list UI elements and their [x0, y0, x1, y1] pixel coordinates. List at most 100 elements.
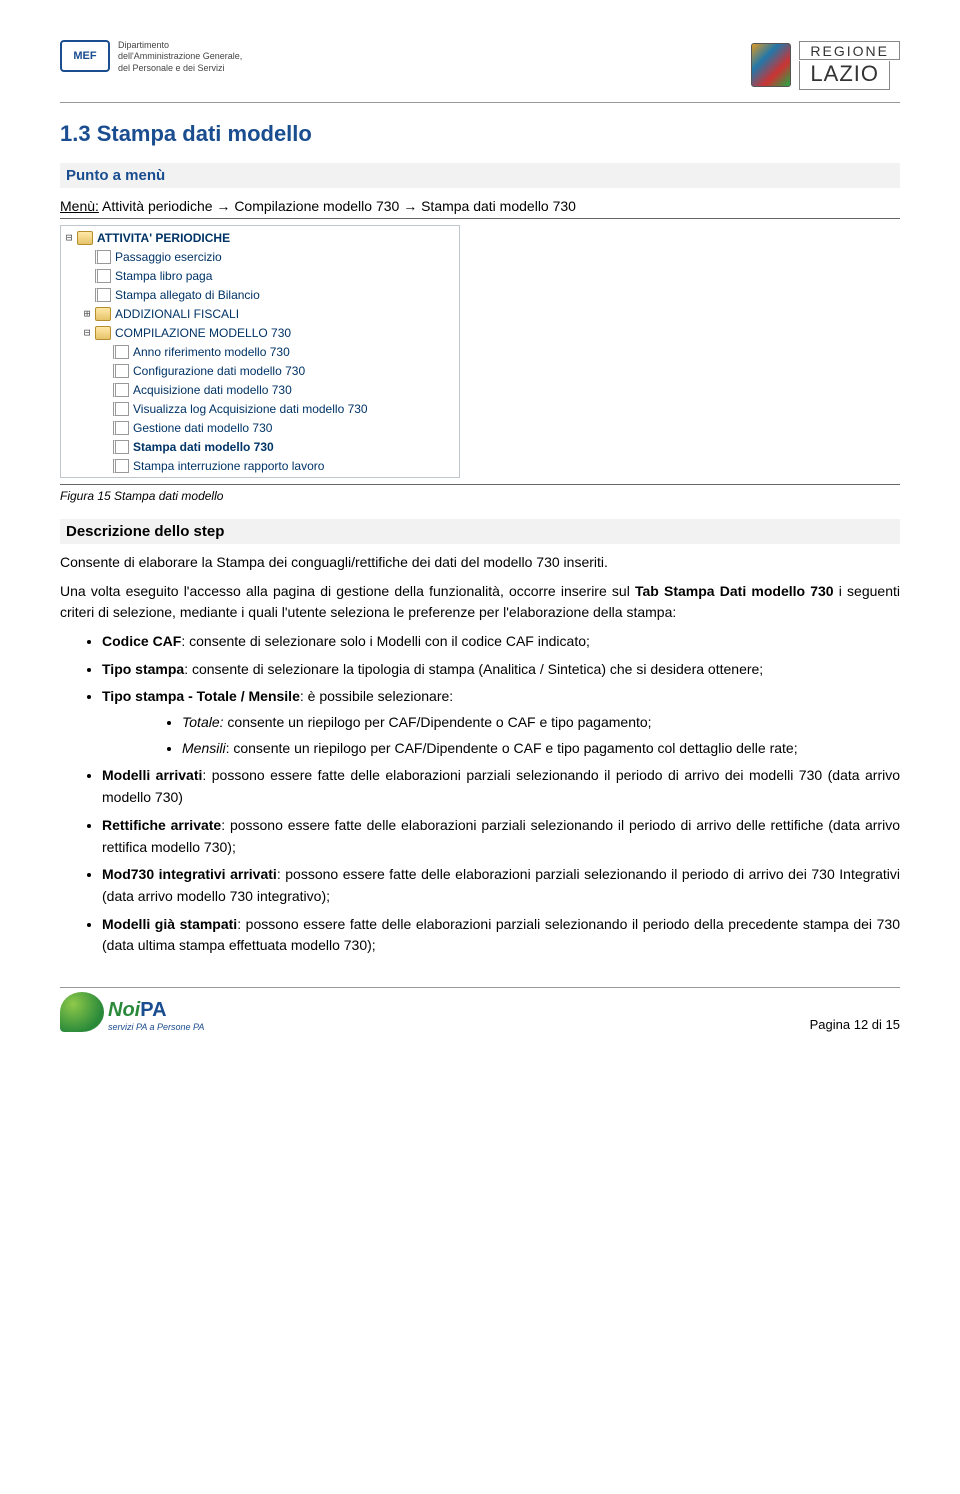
bullet-item: Modelli già stampati: possono essere fat…: [102, 914, 900, 957]
page-container: MEF Dipartimento dell'Amministrazione Ge…: [0, 0, 960, 1052]
bullet-label: Rettifiche arrivate: [102, 817, 221, 833]
figure-caption: Figura 15 Stampa dati modello: [60, 489, 900, 503]
bullet-text: : consente di selezionare la tipologia d…: [184, 661, 763, 677]
lazio-bot: LAZIO: [799, 61, 890, 90]
menu-prefix: Menù:: [60, 198, 99, 214]
mef-line3: del Personale e dei Servizi: [118, 63, 242, 74]
descrizione-step-label: Descrizione dello step: [60, 519, 900, 544]
header-separator: [60, 102, 900, 103]
sub-bullet-list: Totale: consente un riepilogo per CAF/Di…: [102, 712, 900, 759]
p2-part-b: Tab Stampa Dati modello 730: [635, 583, 834, 599]
sub-bullet-item: Mensili: consente un riepilogo per CAF/D…: [182, 738, 900, 760]
bullet-item: Modelli arrivati: possono essere fatte d…: [102, 765, 900, 808]
page-icon: [113, 440, 129, 454]
noipa-logo: NoiPA servizi PA a Persone PA: [60, 992, 204, 1032]
bullet-label: Codice CAF: [102, 633, 181, 649]
descrizione-step: Descrizione dello step: [60, 519, 900, 544]
noipa-sub: servizi PA a Persone PA: [108, 1022, 204, 1032]
tree-item-label: Stampa dati modello 730: [133, 440, 274, 454]
tree-item[interactable]: Anno riferimento modello 730: [61, 342, 459, 361]
tree-item-selected[interactable]: Stampa dati modello 730: [61, 437, 459, 456]
bullet-label: Tipo stampa: [102, 661, 184, 677]
page-icon: [113, 364, 129, 378]
tree-root-label: ATTIVITA' PERIODICHE: [97, 231, 230, 245]
bullet-item: Mod730 integrativi arrivati: possono ess…: [102, 864, 900, 907]
sub-bullet-text: consente un riepilogo per CAF/Dipendente…: [224, 714, 652, 730]
regione-lazio-logo: REGIONE LAZIO: [751, 40, 900, 90]
tree-item[interactable]: Stampa interruzione rapporto lavoro: [61, 456, 459, 475]
tree-item[interactable]: Configurazione dati modello 730: [61, 361, 459, 380]
noipa-pa: PA: [140, 999, 166, 1021]
mef-logo-block: MEF Dipartimento dell'Amministrazione Ge…: [60, 40, 242, 74]
collapse-icon[interactable]: ⊟: [61, 231, 77, 244]
tree-item-label: Passaggio esercizio: [115, 250, 222, 264]
bullet-item: Codice CAF: consente di selezionare solo…: [102, 631, 900, 653]
tree-item[interactable]: Visualizza log Acquisizione dati modello…: [61, 399, 459, 418]
header-logos: MEF Dipartimento dell'Amministrazione Ge…: [60, 40, 900, 90]
bullet-text: : consente di selezionare solo i Modelli…: [181, 633, 590, 649]
mef-line1: Dipartimento: [118, 40, 242, 51]
page-icon: [113, 421, 129, 435]
menu-separator-top: [60, 218, 900, 219]
tree-item-label: Stampa interruzione rapporto lavoro: [133, 459, 324, 473]
tree-item-label: Visualizza log Acquisizione dati modello…: [133, 402, 368, 416]
tree-item-label: Acquisizione dati modello 730: [133, 383, 292, 397]
bullet-label: Mod730 integrativi arrivati: [102, 866, 277, 882]
page-icon: [95, 250, 111, 264]
mef-logo-text: Dipartimento dell'Amministrazione Genera…: [118, 40, 242, 74]
paragraph-2: Una volta eseguito l'accesso alla pagina…: [60, 581, 900, 623]
tree-item-label: Gestione dati modello 730: [133, 421, 272, 435]
bullet-item: Rettifiche arrivate: possono essere fatt…: [102, 815, 900, 858]
bullet-item: Tipo stampa - Totale / Mensile: è possib…: [102, 686, 900, 759]
collapse-icon[interactable]: ⊟: [79, 326, 95, 339]
menu-text: Attività periodiche → Compilazione model…: [99, 198, 576, 214]
bullet-text: : possono essere fatte delle elaborazion…: [102, 817, 900, 855]
tree-folder-label: ADDIZIONALI FISCALI: [115, 307, 239, 321]
lazio-top: REGIONE: [799, 41, 900, 60]
tree-item-label: Stampa allegato di Bilancio: [115, 288, 260, 302]
tree-item-label: Configurazione dati modello 730: [133, 364, 305, 378]
punto-a-menu-label: Punto a menù: [60, 163, 900, 188]
tree-item[interactable]: Gestione dati modello 730: [61, 418, 459, 437]
noipa-text-block: NoiPA servizi PA a Persone PA: [108, 999, 204, 1032]
page-number: Pagina 12 di 15: [810, 1017, 900, 1032]
folder-open-icon: [77, 231, 93, 245]
bullet-text: : possono essere fatte delle elaborazion…: [102, 767, 900, 805]
menu-path: Menù: Attività periodiche → Compilazione…: [60, 198, 900, 214]
tree-item-label: Stampa libro paga: [115, 269, 212, 283]
tree-item[interactable]: Acquisizione dati modello 730: [61, 380, 459, 399]
nav-tree: ⊟ ATTIVITA' PERIODICHE Passaggio eserciz…: [60, 225, 460, 478]
tree-folder[interactable]: ⊞ ADDIZIONALI FISCALI: [61, 304, 459, 323]
bullet-text: : è possibile selezionare:: [300, 688, 453, 704]
lazio-text: REGIONE LAZIO: [799, 40, 900, 90]
tree-item[interactable]: Passaggio esercizio: [61, 247, 459, 266]
folder-open-icon: [95, 326, 111, 340]
mef-line2: dell'Amministrazione Generale,: [118, 51, 242, 62]
step-body: Consente di elaborare la Stampa dei cong…: [60, 552, 900, 957]
tree-folder-label: COMPILAZIONE MODELLO 730: [115, 326, 291, 340]
sub-bullet-label: Totale:: [182, 714, 224, 730]
page-icon: [113, 402, 129, 416]
page-icon: [113, 345, 129, 359]
sub-bullet-text: : consente un riepilogo per CAF/Dipenden…: [226, 740, 798, 756]
bullet-label: Modelli già stampati: [102, 916, 237, 932]
tree-item[interactable]: Stampa allegato di Bilancio: [61, 285, 459, 304]
page-title: 1.3 Stampa dati modello: [60, 121, 900, 147]
mef-logo-icon: MEF: [60, 40, 110, 72]
paragraph-1: Consente di elaborare la Stampa dei cong…: [60, 552, 900, 573]
tree-item-label: Anno riferimento modello 730: [133, 345, 290, 359]
tree-item[interactable]: Stampa libro paga: [61, 266, 459, 285]
page-icon: [113, 459, 129, 473]
page-footer: NoiPA servizi PA a Persone PA Pagina 12 …: [60, 987, 900, 1032]
fig-separator: [60, 484, 900, 485]
bullet-item: Tipo stampa: consente di selezionare la …: [102, 659, 900, 681]
p2-part-a: Una volta eseguito l'accesso alla pagina…: [60, 583, 635, 599]
page-icon: [113, 383, 129, 397]
page-icon: [95, 269, 111, 283]
noipa-leaf-icon: [60, 992, 104, 1032]
lazio-crest-icon: [751, 43, 791, 87]
tree-root[interactable]: ⊟ ATTIVITA' PERIODICHE: [61, 228, 459, 247]
expand-icon[interactable]: ⊞: [79, 307, 95, 320]
bullet-label: Modelli arrivati: [102, 767, 202, 783]
tree-folder[interactable]: ⊟ COMPILAZIONE MODELLO 730: [61, 323, 459, 342]
